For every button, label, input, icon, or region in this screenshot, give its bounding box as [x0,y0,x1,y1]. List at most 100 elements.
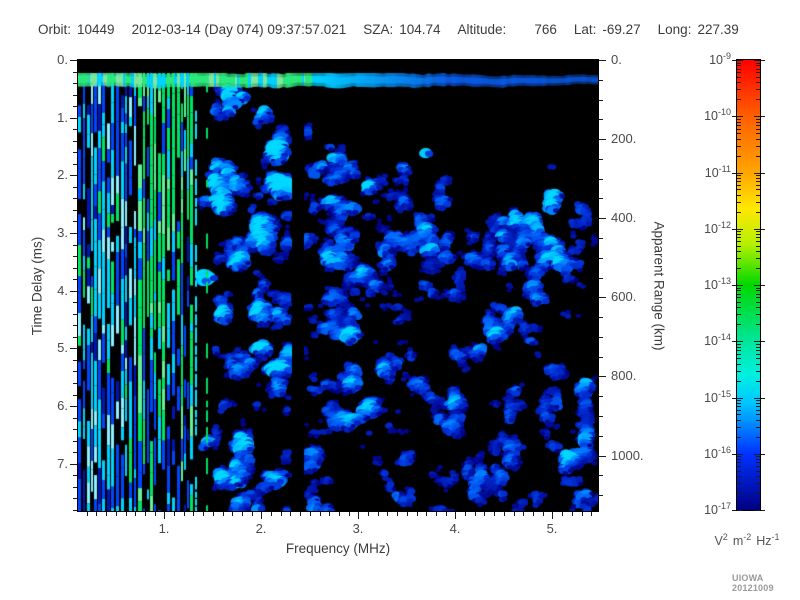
y-left-minor-tick [73,498,77,499]
x-minor-tick [126,512,127,516]
y-left-minor-tick [73,129,77,130]
lat-label: Lat: [573,22,597,37]
colorbar-minor-tick [756,459,760,460]
colorbar-minor-tick [756,456,760,457]
y-left-tick-label: 6. [57,398,68,413]
x-minor-tick [252,512,253,516]
units-meters: m [732,534,744,548]
x-major-tick [164,512,165,519]
x-minor-tick [436,512,437,516]
colorbar-minor-tick [756,358,760,359]
colorbar-major-tick [732,398,736,399]
long-label: Long: [657,22,692,37]
colorbar-minor-tick [737,181,741,182]
colorbar-minor-tick [756,234,760,235]
colorbar-minor-tick [756,251,760,252]
colorbar-minor-tick [737,493,741,494]
colorbar-minor-tick [737,420,741,421]
colorbar-gradient [737,60,760,510]
colorbar-major-tick [754,285,760,286]
colorbar-major-tick [761,510,765,511]
colorbar-major-tick [761,454,765,455]
x-minor-tick [329,512,330,516]
colorbar-major-tick [761,398,765,399]
colorbar-minor-tick [737,89,741,90]
y-left-minor-tick [73,164,77,165]
colorbar-minor-tick [737,350,741,351]
colorbar-minor-tick [737,133,741,134]
y-right-minor-tick [599,436,603,437]
colorbar-minor-tick [756,146,760,147]
colorbar-minor-tick [756,125,760,126]
colorbar-minor-tick [737,185,741,186]
y-right-minor-tick [599,100,603,101]
y-left-minor-tick [73,510,77,511]
colorbar-minor-tick [737,251,741,252]
x-minor-tick [232,512,233,516]
colorbar-minor-tick [737,234,741,235]
colorbar-tick-label: 10-15 [704,388,731,405]
colorbar-major-tick [737,341,743,342]
colorbar-major-tick [761,229,765,230]
y-left-tick-label: 7. [57,456,68,471]
colorbar-major-tick [754,116,760,117]
colorbar-minor-tick [737,175,741,176]
y-right-minor-tick [599,238,603,239]
colorbar-minor-tick [756,290,760,291]
x-minor-tick [349,512,350,516]
units-meters-exp: -2 [743,531,752,542]
colorbar-minor-tick [756,427,760,428]
colorbar-minor-tick [737,246,741,247]
colorbar-minor-tick [737,237,741,238]
y-right-major-tick [599,297,606,298]
colorbar-minor-tick [737,364,741,365]
y-left-major-tick [70,291,77,292]
colorbar-minor-tick [756,89,760,90]
colorbar-major-tick [737,229,743,230]
x-minor-tick [523,512,524,516]
x-minor-tick [591,512,592,516]
colorbar-minor-tick [737,72,741,73]
y-right-major-tick [599,376,606,377]
colorbar-minor-tick [737,466,741,467]
colorbar-minor-tick [737,77,741,78]
y-right-major-tick [599,218,606,219]
ionogram-canvas [78,60,598,511]
y-left-minor-tick [73,141,77,142]
colorbar-major-tick [754,398,760,399]
units-hertz: Hz [756,534,772,548]
colorbar-major-tick [732,341,736,342]
colorbar-minor-tick [737,258,741,259]
units-hertz-exp: -1 [771,531,780,542]
y-left-major-tick [70,464,77,465]
altitude-label: Altitude: [457,22,507,37]
colorbar-major-tick [761,116,765,117]
colorbar-minor-tick [756,294,760,295]
colorbar-minor-tick [737,69,741,70]
y-left-tick-label: 5. [57,340,68,355]
colorbar-minor-tick [756,437,760,438]
y-left-major-tick [70,233,77,234]
x-tick-label: 1. [158,521,170,536]
colorbar-major-tick [754,229,760,230]
y-right-tick-label: 600. [611,289,637,304]
colorbar-minor-tick [737,410,741,411]
colorbar-minor-tick [756,314,760,315]
x-minor-tick [145,512,146,516]
x-minor-tick [378,512,379,516]
y-right-tick-label: 1000. [611,448,644,463]
colorbar-minor-tick [756,420,760,421]
colorbar-major-tick [737,285,743,286]
y-left-minor-tick [73,487,77,488]
colorbar-minor-tick [756,156,760,157]
x-minor-tick [494,512,495,516]
y-left-minor-tick [73,152,77,153]
colorbar-minor-tick [737,290,741,291]
colorbar-minor-tick [737,178,741,179]
datetime-value: 2012-03-14 (Day 074) 09:37:57.021 [131,22,347,37]
x-minor-tick [465,512,466,516]
colorbar-minor-tick [756,268,760,269]
colorbar-minor-tick [737,288,741,289]
colorbar-minor-tick [737,302,741,303]
